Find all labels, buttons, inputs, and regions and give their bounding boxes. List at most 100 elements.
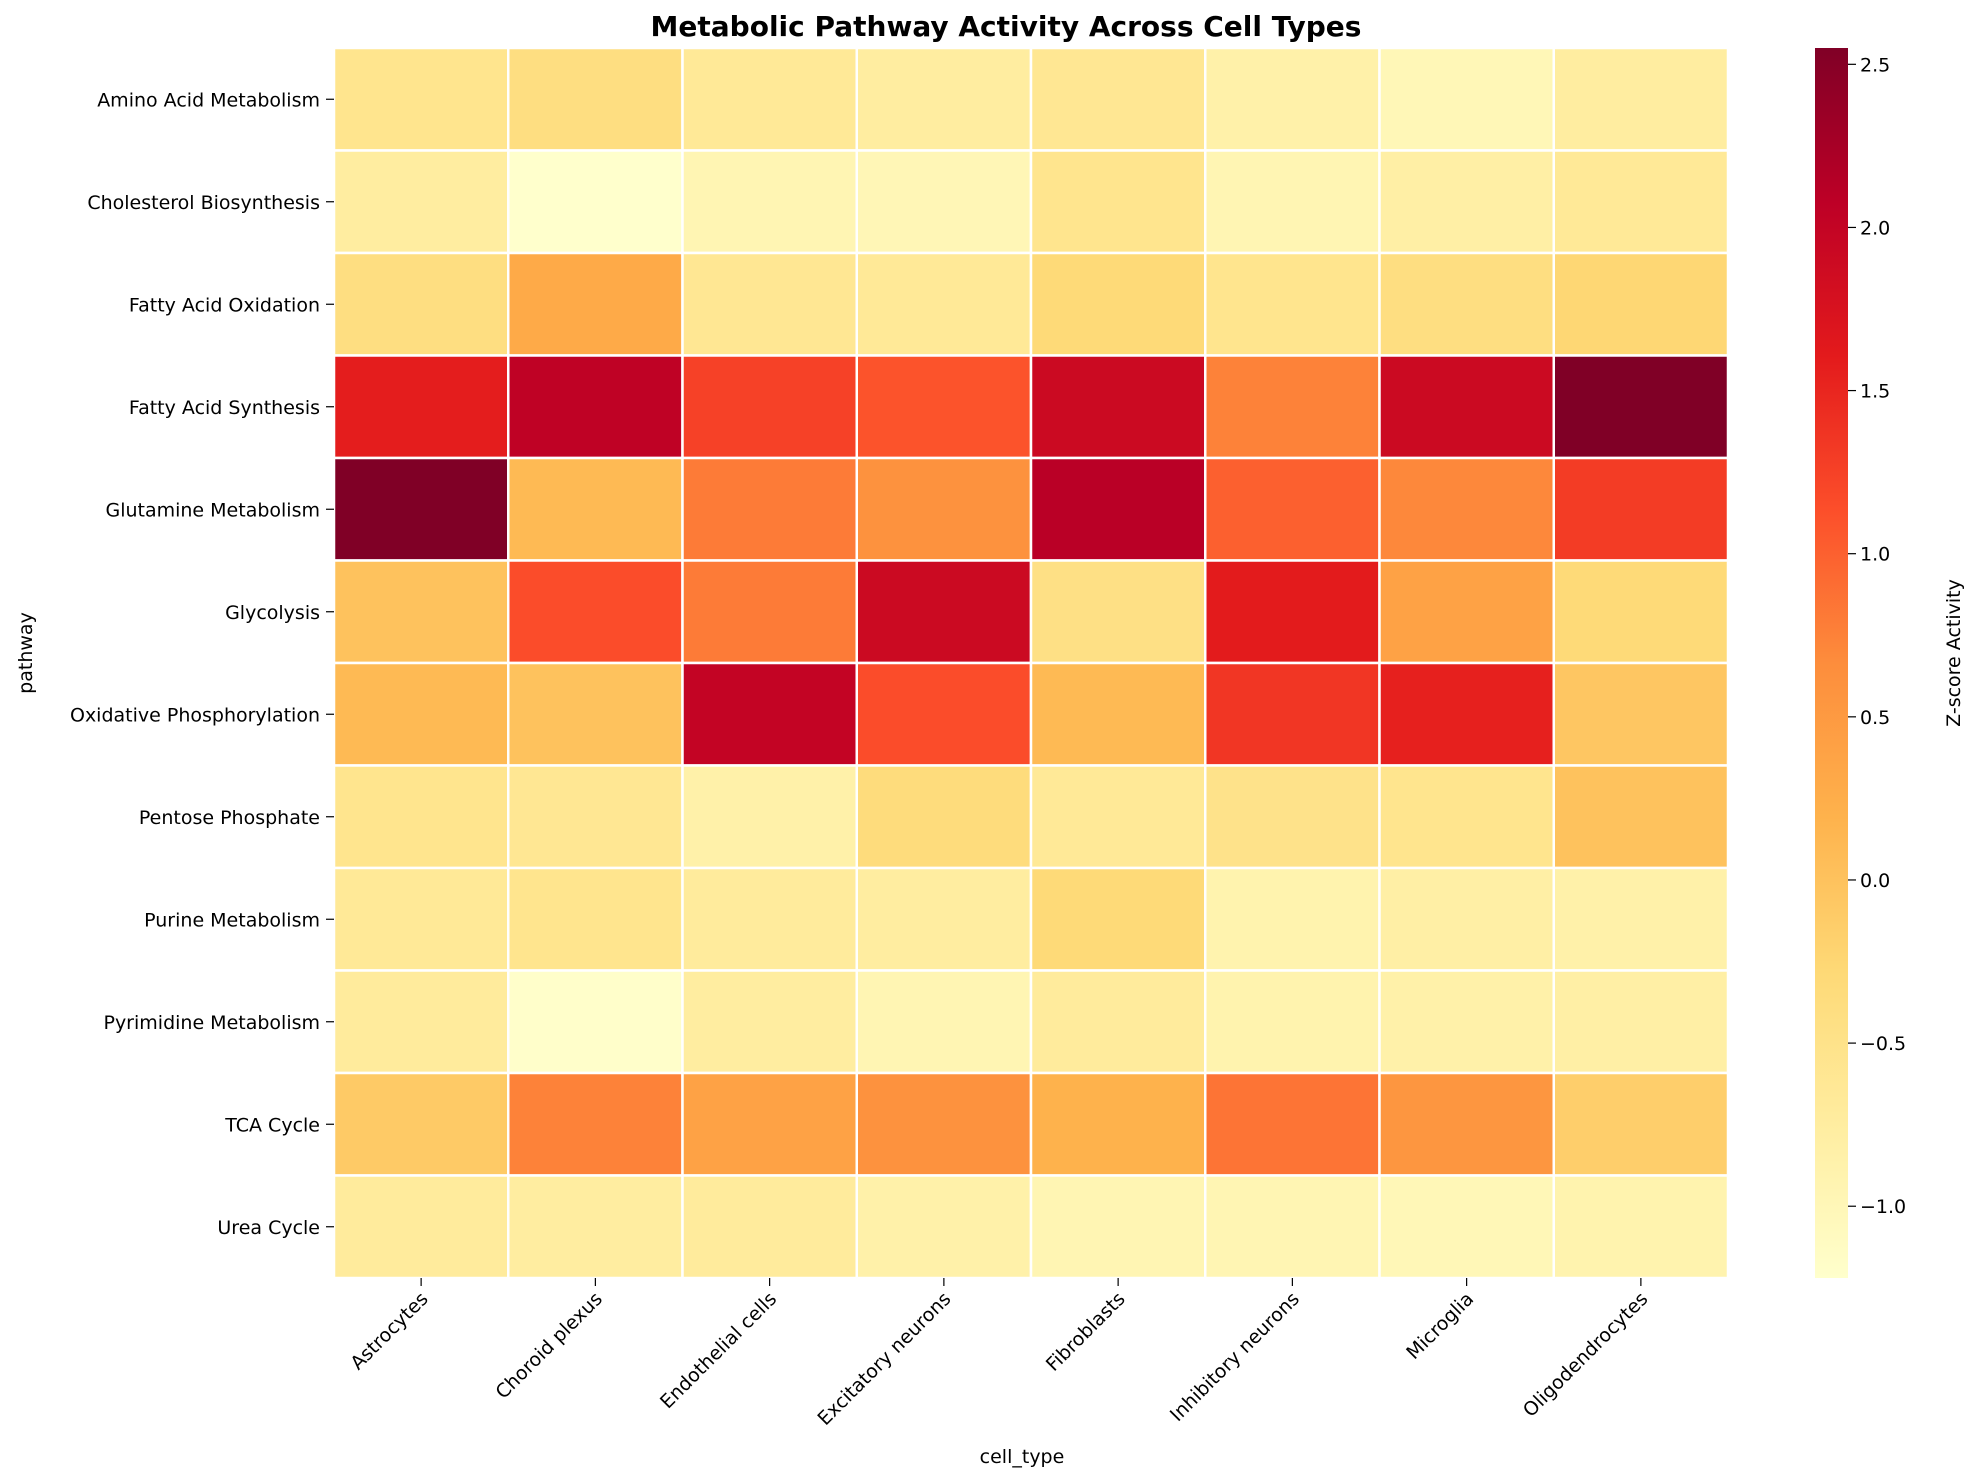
heatmap-cell — [1029, 1174, 1207, 1280]
y-tick-label: Glycolysis — [225, 602, 320, 624]
heatmap-cell — [332, 354, 510, 460]
heatmap-cell — [1204, 559, 1381, 665]
y-tick-label: Pyrimidine Metabolism — [103, 1012, 320, 1034]
heatmap-cell — [855, 251, 1033, 357]
y-axis-label: pathway — [15, 612, 37, 694]
colorbar-tick-label: 1.5 — [1860, 381, 1890, 403]
x-tick-label: Choroid plexus — [491, 1288, 606, 1403]
heatmap-cell — [1552, 46, 1730, 152]
heatmap-cell — [855, 1071, 1033, 1177]
y-tick-label: TCA Cycle — [224, 1114, 320, 1136]
heatmap-cell — [1552, 354, 1730, 460]
heatmap-cell — [855, 354, 1033, 460]
y-tick-label: Oxidative Phosphorylation — [70, 704, 320, 726]
y-tick-label: Fatty Acid Synthesis — [129, 397, 320, 419]
heatmap-cell — [681, 354, 858, 460]
heatmap-cell — [681, 1174, 858, 1280]
heatmap-cell — [1204, 661, 1381, 767]
heatmap-cell — [1378, 46, 1555, 152]
heatmap-cell — [1204, 46, 1381, 152]
heatmap-cell — [1552, 969, 1730, 1075]
heatmap-cell — [1204, 456, 1381, 562]
x-tick-label: Inhibitory neurons — [1166, 1288, 1304, 1426]
heatmap-cell — [507, 661, 684, 767]
heatmap-cell — [1029, 251, 1207, 357]
y-tick-label: Pentose Phosphate — [139, 807, 320, 829]
heatmap-cell — [681, 866, 858, 972]
heatmap-cell — [1378, 354, 1555, 460]
heatmap-cell — [1552, 251, 1730, 357]
x-tick-label: Endothelial cells — [656, 1288, 781, 1413]
x-tick-label: Astrocytes — [346, 1288, 432, 1374]
heatmap-cell — [1378, 764, 1555, 870]
heatmap-cell — [855, 764, 1033, 870]
heatmap-cell — [332, 661, 510, 767]
x-tick-label: Microglia — [1402, 1288, 1478, 1364]
y-tick-label: Urea Cycle — [217, 1217, 320, 1239]
heatmap-cell — [1204, 1174, 1381, 1280]
colorbar-tick-label: 0.5 — [1860, 707, 1890, 729]
heatmap-cell — [1552, 559, 1730, 665]
heatmap-cell — [681, 251, 858, 357]
heatmap-cell — [1552, 1174, 1730, 1280]
heatmap-cell — [332, 559, 510, 665]
heatmap-cell — [681, 559, 858, 665]
colorbar-label: Z-score Activity — [1943, 579, 1965, 727]
heatmap-cell — [1552, 1071, 1730, 1177]
y-tick-label: Fatty Acid Oxidation — [129, 294, 320, 316]
heatmap-cell — [681, 969, 858, 1075]
heatmap-cell — [1552, 764, 1730, 870]
heatmap-cell — [507, 46, 684, 152]
heatmap-cell — [855, 661, 1033, 767]
heatmap-cell — [1378, 251, 1555, 357]
heatmap-cell — [681, 1071, 858, 1177]
heatmap-cell — [507, 559, 684, 665]
heatmap-cell — [507, 764, 684, 870]
y-tick-label: Cholesterol Biosynthesis — [87, 192, 320, 214]
heatmap-cell — [681, 149, 858, 255]
heatmap-cell — [332, 46, 510, 152]
heatmap-cell — [855, 969, 1033, 1075]
heatmap-cell — [681, 46, 858, 152]
heatmap-cell — [855, 456, 1033, 562]
heatmap-cell — [507, 456, 684, 562]
heatmap-cell — [1029, 149, 1207, 255]
heatmap-cell — [332, 251, 510, 357]
colorbar: −1.0 −0.5 0.0 0.5 1.0 1.5 2.0 2.5 — [1815, 48, 1906, 1278]
heatmap-cell — [1029, 866, 1207, 972]
heatmap-cell — [507, 149, 684, 255]
heatmap-cell — [332, 456, 510, 562]
heatmap-cell — [1204, 866, 1381, 972]
chart-title: Metabolic Pathway Activity Across Cell T… — [651, 10, 1362, 43]
y-tick-label: Amino Acid Metabolism — [97, 89, 320, 111]
heatmap-cell — [1029, 1071, 1207, 1177]
heatmap-cell — [1029, 559, 1207, 665]
heatmap-cell — [1029, 661, 1207, 767]
heatmap-cell — [332, 764, 510, 870]
heatmap-cell — [507, 866, 684, 972]
heatmap-cell — [1204, 969, 1381, 1075]
heatmap-cell — [1552, 456, 1730, 562]
heatmap-cell — [1378, 1174, 1555, 1280]
heatmap-cell — [1378, 149, 1555, 255]
heatmap-cell — [1204, 251, 1381, 357]
heatmap-cell — [681, 456, 858, 562]
heatmap-cell — [1029, 969, 1207, 1075]
heatmap-cell — [507, 251, 684, 357]
colorbar-tick-label: −0.5 — [1860, 1033, 1906, 1055]
heatmap-cell — [332, 149, 510, 255]
heatmap-cell — [1029, 354, 1207, 460]
colorbar-tick-label: 2.5 — [1860, 54, 1890, 76]
heatmap-cell — [1552, 866, 1730, 972]
heatmap-cell — [332, 1071, 510, 1177]
heatmap-cell — [855, 866, 1033, 972]
heatmap-cell — [1029, 46, 1207, 152]
heatmap-cell — [1378, 559, 1555, 665]
colorbar-gradient — [1815, 48, 1848, 1278]
x-tick-label: Excitatory neurons — [814, 1288, 956, 1430]
heatmap-cell — [681, 764, 858, 870]
y-axis-ticks: Amino Acid Metabolism Cholesterol Biosynt… — [70, 89, 334, 1239]
colorbar-tick-label: 0.0 — [1860, 870, 1890, 892]
x-tick-label: Oligodendrocytes — [1519, 1288, 1653, 1422]
